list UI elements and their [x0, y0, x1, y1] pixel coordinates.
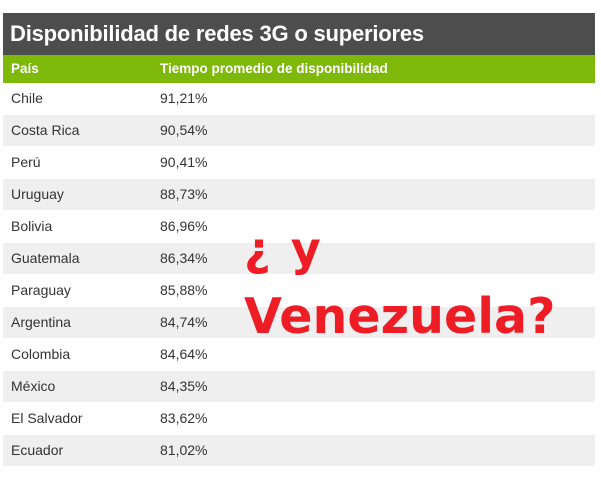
overlay-line-1: ¿ y [244, 222, 323, 276]
table-row: Chile 91,21% [3, 83, 595, 115]
availability-cell: 81,02% [160, 442, 208, 458]
country-cell: Guatemala [11, 250, 80, 266]
country-cell: Chile [11, 90, 43, 106]
country-cell: Colombia [11, 346, 71, 362]
country-cell: Uruguay [11, 186, 64, 202]
table-row: Perú 90,41% [3, 147, 595, 179]
availability-table: Disponibilidad de redes 3G o superiores … [3, 13, 595, 467]
country-cell: Argentina [11, 314, 71, 330]
table-row: Guatemala 86,34% [3, 243, 595, 275]
table-row: Argentina 84,74% [3, 307, 595, 339]
availability-cell: 84,35% [160, 378, 208, 394]
availability-cell: 91,21% [160, 90, 208, 106]
country-cell: Bolivia [11, 218, 53, 234]
availability-cell: 86,96% [160, 218, 208, 234]
availability-cell: 83,62% [160, 410, 208, 426]
availability-cell: 86,34% [160, 250, 208, 266]
country-cell: Costa Rica [11, 122, 80, 138]
availability-cell: 90,54% [160, 122, 208, 138]
table-row: Ecuador 81,02% [3, 435, 595, 467]
table-row: Paraguay 85,88% [3, 275, 595, 307]
availability-cell: 88,73% [160, 186, 208, 202]
table-row: Costa Rica 90,54% [3, 115, 595, 147]
table-row: Bolivia 86,96% [3, 211, 595, 243]
country-cell: El Salvador [11, 410, 83, 426]
country-cell: México [11, 378, 56, 394]
country-cell: Ecuador [11, 442, 64, 458]
column-header-availability: Tiempo promedio de disponibilidad [160, 61, 388, 76]
table-row: México 84,35% [3, 371, 595, 403]
table-row: Uruguay 88,73% [3, 179, 595, 211]
column-header-country: País [11, 61, 39, 76]
table-header: País Tiempo promedio de disponibilidad [3, 55, 595, 83]
table-row: El Salvador 83,62% [3, 403, 595, 435]
availability-cell: 90,41% [160, 154, 208, 170]
overlay-line-2: Venezuela? [244, 288, 556, 345]
country-cell: Perú [11, 154, 41, 170]
table-body: Chile 91,21% Costa Rica 90,54% Perú 90,41% Uru… [3, 83, 595, 467]
availability-cell: 84,64% [160, 346, 208, 362]
availability-cell: 85,88% [160, 282, 208, 298]
country-cell: Paraguay [11, 282, 71, 298]
table-row: Colombia 84,64% [3, 339, 595, 371]
availability-cell: 84,74% [160, 314, 208, 330]
table-title: Disponibilidad de redes 3G o superiores [3, 13, 595, 55]
